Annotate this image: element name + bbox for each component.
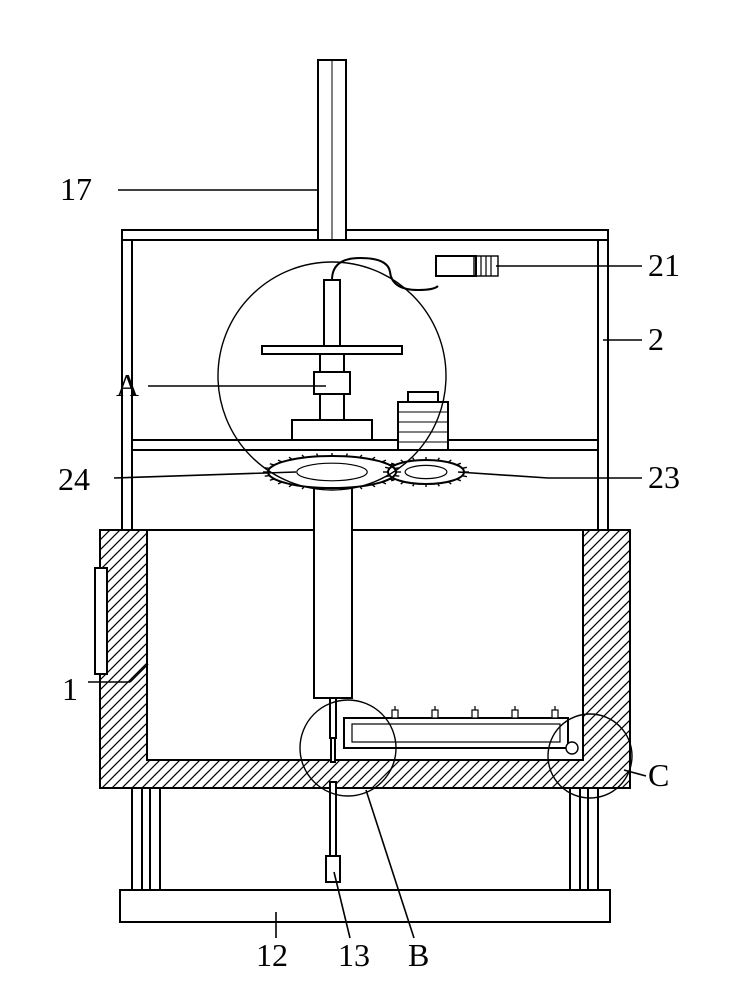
- shaft-tip-13: [326, 856, 340, 882]
- leg-0: [132, 782, 142, 890]
- bolt-0: [392, 710, 398, 718]
- arm: [344, 718, 568, 748]
- bolt-2: [472, 710, 478, 718]
- leg-1: [150, 782, 160, 890]
- leg-2: [570, 782, 580, 890]
- flange: [292, 420, 372, 440]
- shaft-upper: [324, 280, 340, 346]
- hatch-right: [583, 530, 630, 788]
- neck-1: [320, 354, 344, 372]
- side-plate: [95, 568, 107, 674]
- bolt-4: [552, 710, 558, 718]
- mid-shelf: [132, 440, 598, 450]
- label-L13: 13: [338, 937, 370, 973]
- neck-2: [314, 372, 350, 394]
- hatch-bottom: [147, 760, 583, 788]
- label-L2: 2: [648, 321, 664, 357]
- motor-top: [408, 392, 438, 402]
- shaft-thin: [330, 698, 336, 738]
- label-L21: 21: [648, 247, 680, 283]
- drawing-root: [88, 60, 646, 938]
- roller-c: [566, 742, 578, 754]
- label-L24: 24: [58, 461, 90, 497]
- bolt-3: [512, 710, 518, 718]
- bracket: [262, 346, 402, 354]
- frame-right: [598, 240, 608, 530]
- base-plate: [120, 890, 610, 922]
- label-LC: C: [648, 757, 669, 793]
- bolt-1: [432, 710, 438, 718]
- shaft-thinner: [331, 738, 335, 762]
- label-L1: 1: [62, 671, 78, 707]
- leader-23a: [458, 472, 548, 478]
- label-LA: A: [116, 367, 139, 403]
- label-LB: B: [408, 937, 429, 973]
- neck-3: [320, 394, 344, 420]
- pump-body-21: [436, 256, 476, 276]
- label-L17: 17: [60, 171, 92, 207]
- label-L12: 12: [256, 937, 288, 973]
- label-L23: 23: [648, 459, 680, 495]
- frame-top: [122, 230, 608, 240]
- shaft-tube: [314, 488, 352, 698]
